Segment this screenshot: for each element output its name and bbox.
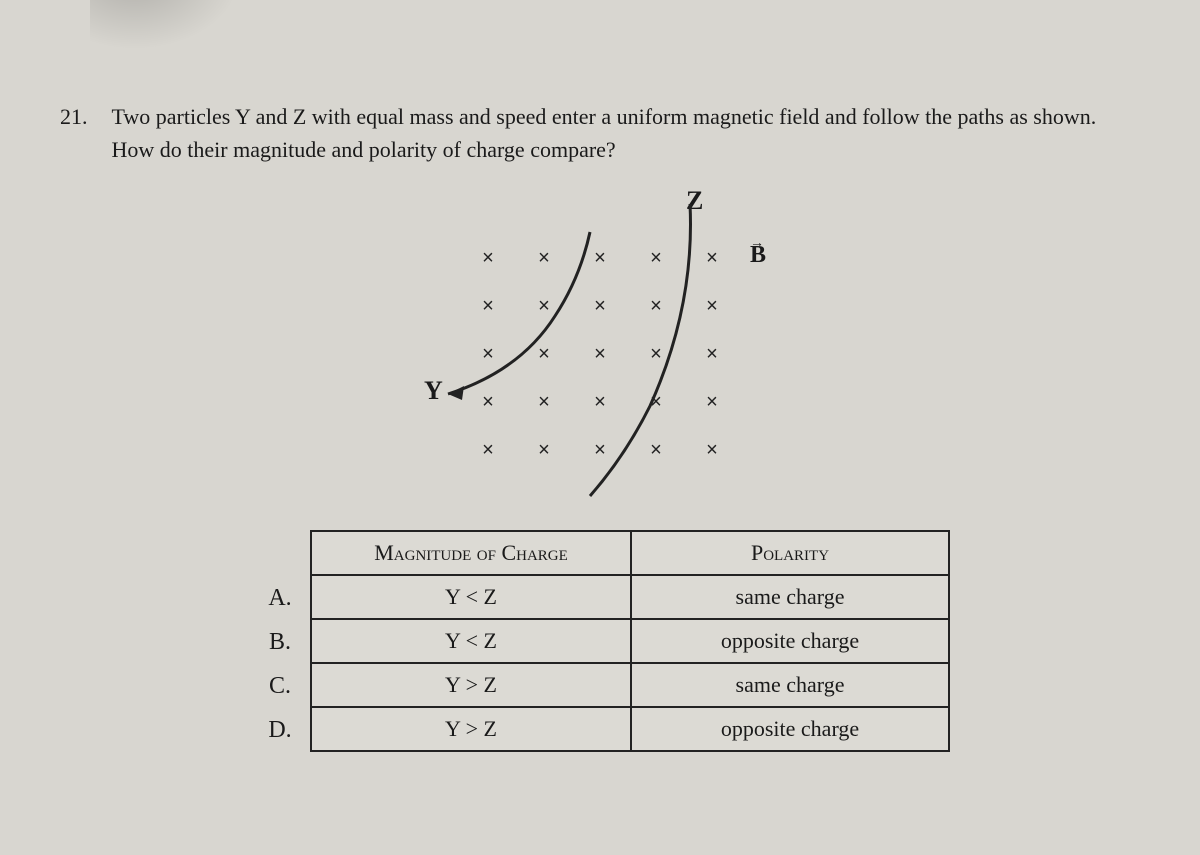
diagram: Z Y → B ×××××××××××××××××××××××××: [390, 186, 810, 506]
option-magnitude: Y < Z: [310, 576, 630, 620]
table-row: A. Y < Z same charge: [250, 576, 950, 620]
table-letter-spacer: [250, 530, 310, 576]
table-row: B. Y < Z opposite charge: [250, 620, 950, 664]
option-letter: D.: [250, 708, 310, 752]
header-polarity: Polarity: [630, 530, 950, 576]
table-row: D. Y > Z opposite charge: [250, 708, 950, 752]
option-polarity: same charge: [630, 576, 950, 620]
header-magnitude: Magnitude of Charge: [310, 530, 630, 576]
path-z: [590, 204, 691, 496]
option-polarity: opposite charge: [630, 708, 950, 752]
particle-paths-svg: [390, 186, 810, 506]
option-magnitude: Y > Z: [310, 664, 630, 708]
option-magnitude: Y < Z: [310, 620, 630, 664]
question-text: Two particles Y and Z with equal mass an…: [112, 100, 1141, 166]
option-letter: A.: [250, 576, 310, 620]
table-header-row: Magnitude of Charge Polarity: [250, 530, 950, 576]
option-letter: B.: [250, 620, 310, 664]
table-row: C. Y > Z same charge: [250, 664, 950, 708]
option-polarity: opposite charge: [630, 620, 950, 664]
answer-table: Magnitude of Charge Polarity A. Y < Z sa…: [250, 530, 950, 752]
question-header: 21. Two particles Y and Z with equal mas…: [60, 100, 1140, 166]
diagram-container: Z Y → B ×××××××××××××××××××××××××: [60, 186, 1140, 506]
arrowhead-y-icon: [448, 386, 464, 400]
page-photo-shadow: [90, 0, 240, 50]
path-y: [448, 232, 590, 394]
option-polarity: same charge: [630, 664, 950, 708]
option-magnitude: Y > Z: [310, 708, 630, 752]
answer-table-area: Magnitude of Charge Polarity A. Y < Z sa…: [60, 530, 1140, 752]
option-letter: C.: [250, 664, 310, 708]
question-number: 21.: [60, 100, 88, 166]
